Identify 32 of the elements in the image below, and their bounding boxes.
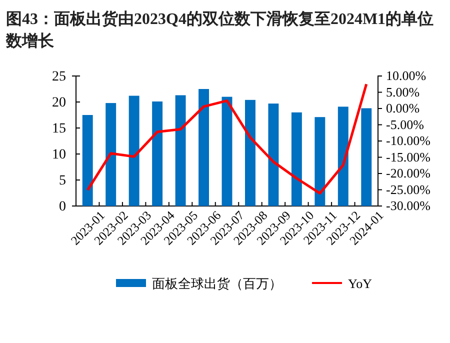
legend-label: YoY xyxy=(348,276,373,291)
bar xyxy=(198,89,209,206)
y2-tick-label: -20.00% xyxy=(386,166,431,181)
bar xyxy=(268,104,279,206)
bar xyxy=(106,103,116,206)
y-tick-label: 25 xyxy=(52,69,66,84)
bar xyxy=(82,115,93,206)
y-tick-label: 15 xyxy=(52,121,66,136)
y-tick-label: 10 xyxy=(52,147,66,162)
y2-tick-label: 5.00% xyxy=(386,84,420,100)
chart-title: 图43：面板出货由2023Q4的双位数下滑恢复至2024M1的单位数增长 xyxy=(5,10,434,50)
bar xyxy=(361,108,372,206)
bar xyxy=(314,117,326,206)
bar xyxy=(152,101,163,206)
bar xyxy=(222,96,232,206)
y2-tick-label: 0.00% xyxy=(386,100,420,116)
y2-tick-label: 10.00% xyxy=(386,68,426,84)
bar xyxy=(338,106,348,206)
y2-tick-label: -5.00% xyxy=(386,116,424,132)
line-series xyxy=(86,82,368,195)
y2-tick-label: -30.00% xyxy=(386,198,431,214)
bar xyxy=(291,112,302,206)
y2-tick-label: -25.00% xyxy=(386,182,431,197)
y-tick-label: 20 xyxy=(52,95,66,110)
bar xyxy=(175,95,186,206)
y-tick-label: 5 xyxy=(59,173,66,188)
bar xyxy=(128,96,140,206)
y2-tick-label: -15.00% xyxy=(386,149,431,164)
y-tick-label: 0 xyxy=(59,199,66,214)
y2-tick-label: -10.00% xyxy=(386,133,431,148)
bar xyxy=(245,100,256,206)
legend-label: 面板全球出货（百万） xyxy=(152,276,282,291)
